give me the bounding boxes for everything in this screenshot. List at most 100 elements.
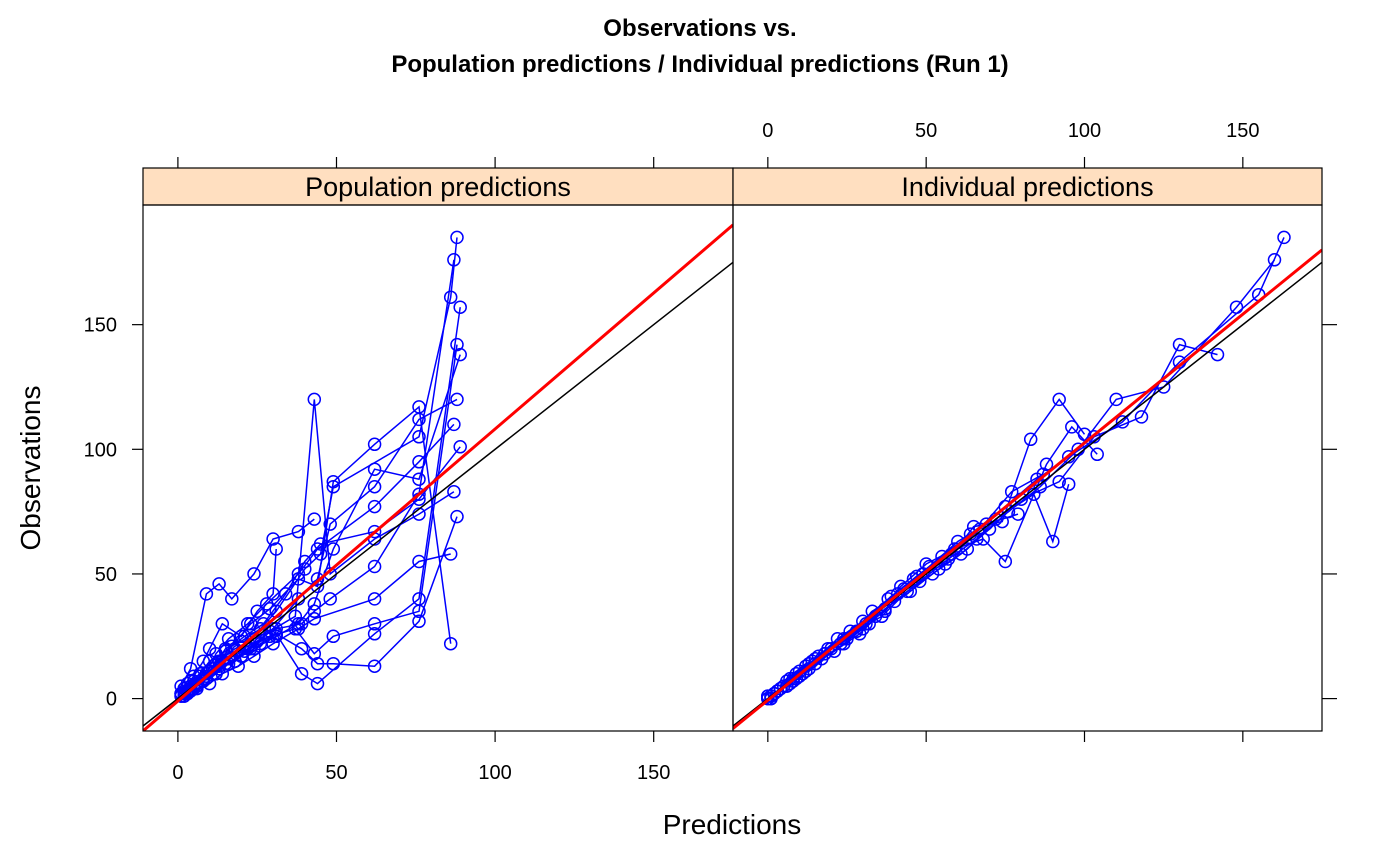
panel-individual: Individual predictions — [732, 167, 1323, 732]
data-point — [447, 253, 461, 267]
data-point — [367, 499, 382, 514]
panel-data — [733, 230, 1322, 730]
data-point — [1172, 337, 1187, 352]
panel-data — [143, 223, 733, 731]
data-point — [1052, 474, 1066, 489]
y-axis-title: Observations — [15, 386, 46, 551]
data-point — [1090, 447, 1104, 462]
data-point — [1023, 432, 1038, 447]
data-point — [367, 659, 382, 673]
data-point — [310, 656, 325, 671]
data-point — [291, 524, 306, 539]
data-point — [310, 572, 325, 586]
data-point — [298, 554, 312, 569]
data-point — [199, 587, 214, 601]
data-point — [190, 676, 204, 691]
x-tick-label: 50 — [915, 120, 937, 142]
data-point — [780, 679, 794, 693]
data-point — [367, 627, 382, 641]
data-point — [450, 337, 464, 352]
data-point — [269, 542, 283, 556]
data-point — [288, 609, 303, 624]
axes-group: 0 0 50 50 100 100 150 150 0 50 100 150 — [84, 120, 1337, 784]
y-tick-label: 150 — [84, 315, 117, 337]
data-point — [234, 629, 249, 644]
data-point — [412, 487, 426, 501]
y-tick-label: 50 — [95, 564, 117, 586]
data-point — [367, 524, 382, 539]
data-point — [367, 559, 382, 574]
data-point — [1229, 300, 1244, 314]
data-point — [1039, 457, 1054, 472]
data-point — [294, 666, 309, 681]
data-point — [307, 612, 322, 626]
data-point — [218, 644, 233, 658]
data-point — [773, 681, 788, 696]
data-point — [897, 582, 911, 596]
panel-strip — [732, 167, 1323, 206]
data-point — [212, 577, 226, 591]
data-point — [450, 509, 464, 524]
x-tick-label: 150 — [1226, 120, 1259, 142]
data-point — [228, 654, 242, 668]
data-point — [998, 554, 1013, 569]
data-point — [443, 290, 458, 304]
y-tick-label: 100 — [84, 439, 117, 461]
x-tick-label: 150 — [637, 762, 670, 784]
data-point — [1036, 467, 1051, 481]
data-point — [367, 437, 382, 452]
chart-title-line-1: Observations vs. — [603, 15, 796, 42]
data-point — [802, 661, 816, 676]
panel-border — [732, 204, 1323, 732]
data-point — [183, 661, 198, 676]
data-point — [266, 532, 280, 546]
data-point — [278, 587, 293, 601]
data-point — [412, 472, 426, 486]
data-point — [326, 474, 341, 489]
data-point — [294, 641, 309, 656]
data-point — [443, 547, 458, 561]
data-point — [1065, 420, 1079, 434]
data-point — [323, 592, 337, 606]
data-point — [1052, 392, 1066, 407]
smooth-line — [733, 248, 1322, 730]
panel-population: Population predictions — [142, 167, 734, 732]
data-point — [307, 392, 322, 407]
data-point — [174, 679, 188, 693]
data-point — [367, 617, 382, 631]
x-tick-label: 100 — [1068, 120, 1101, 142]
data-point — [1277, 230, 1291, 245]
data-point — [412, 614, 426, 629]
data-point — [1210, 347, 1225, 362]
data-point — [367, 479, 382, 494]
data-point — [976, 532, 990, 546]
data-point — [447, 484, 461, 499]
data-point — [326, 629, 341, 644]
data-point — [1011, 507, 1025, 521]
data-point — [310, 676, 325, 691]
data-point — [247, 567, 261, 581]
data-point — [453, 300, 467, 314]
data-point — [313, 547, 328, 561]
x-tick-label: 0 — [762, 120, 773, 142]
panel-strip — [142, 167, 734, 206]
data-point — [1109, 392, 1123, 407]
data-point — [221, 632, 236, 646]
data-point — [450, 230, 464, 245]
data-point — [323, 517, 337, 531]
data-point — [202, 654, 217, 668]
data-point — [291, 617, 306, 631]
data-point — [307, 512, 322, 526]
data-point — [840, 632, 854, 646]
data-point — [307, 597, 322, 611]
data-point — [1267, 253, 1282, 267]
data-point — [367, 462, 382, 476]
x-tick-label: 0 — [172, 762, 183, 784]
data-point — [453, 440, 467, 454]
data-point — [313, 537, 328, 551]
y-tick-label: 0 — [106, 689, 117, 711]
identity-line — [143, 261, 733, 727]
data-point — [412, 430, 426, 444]
panel-strip-label: Individual predictions — [901, 172, 1153, 202]
